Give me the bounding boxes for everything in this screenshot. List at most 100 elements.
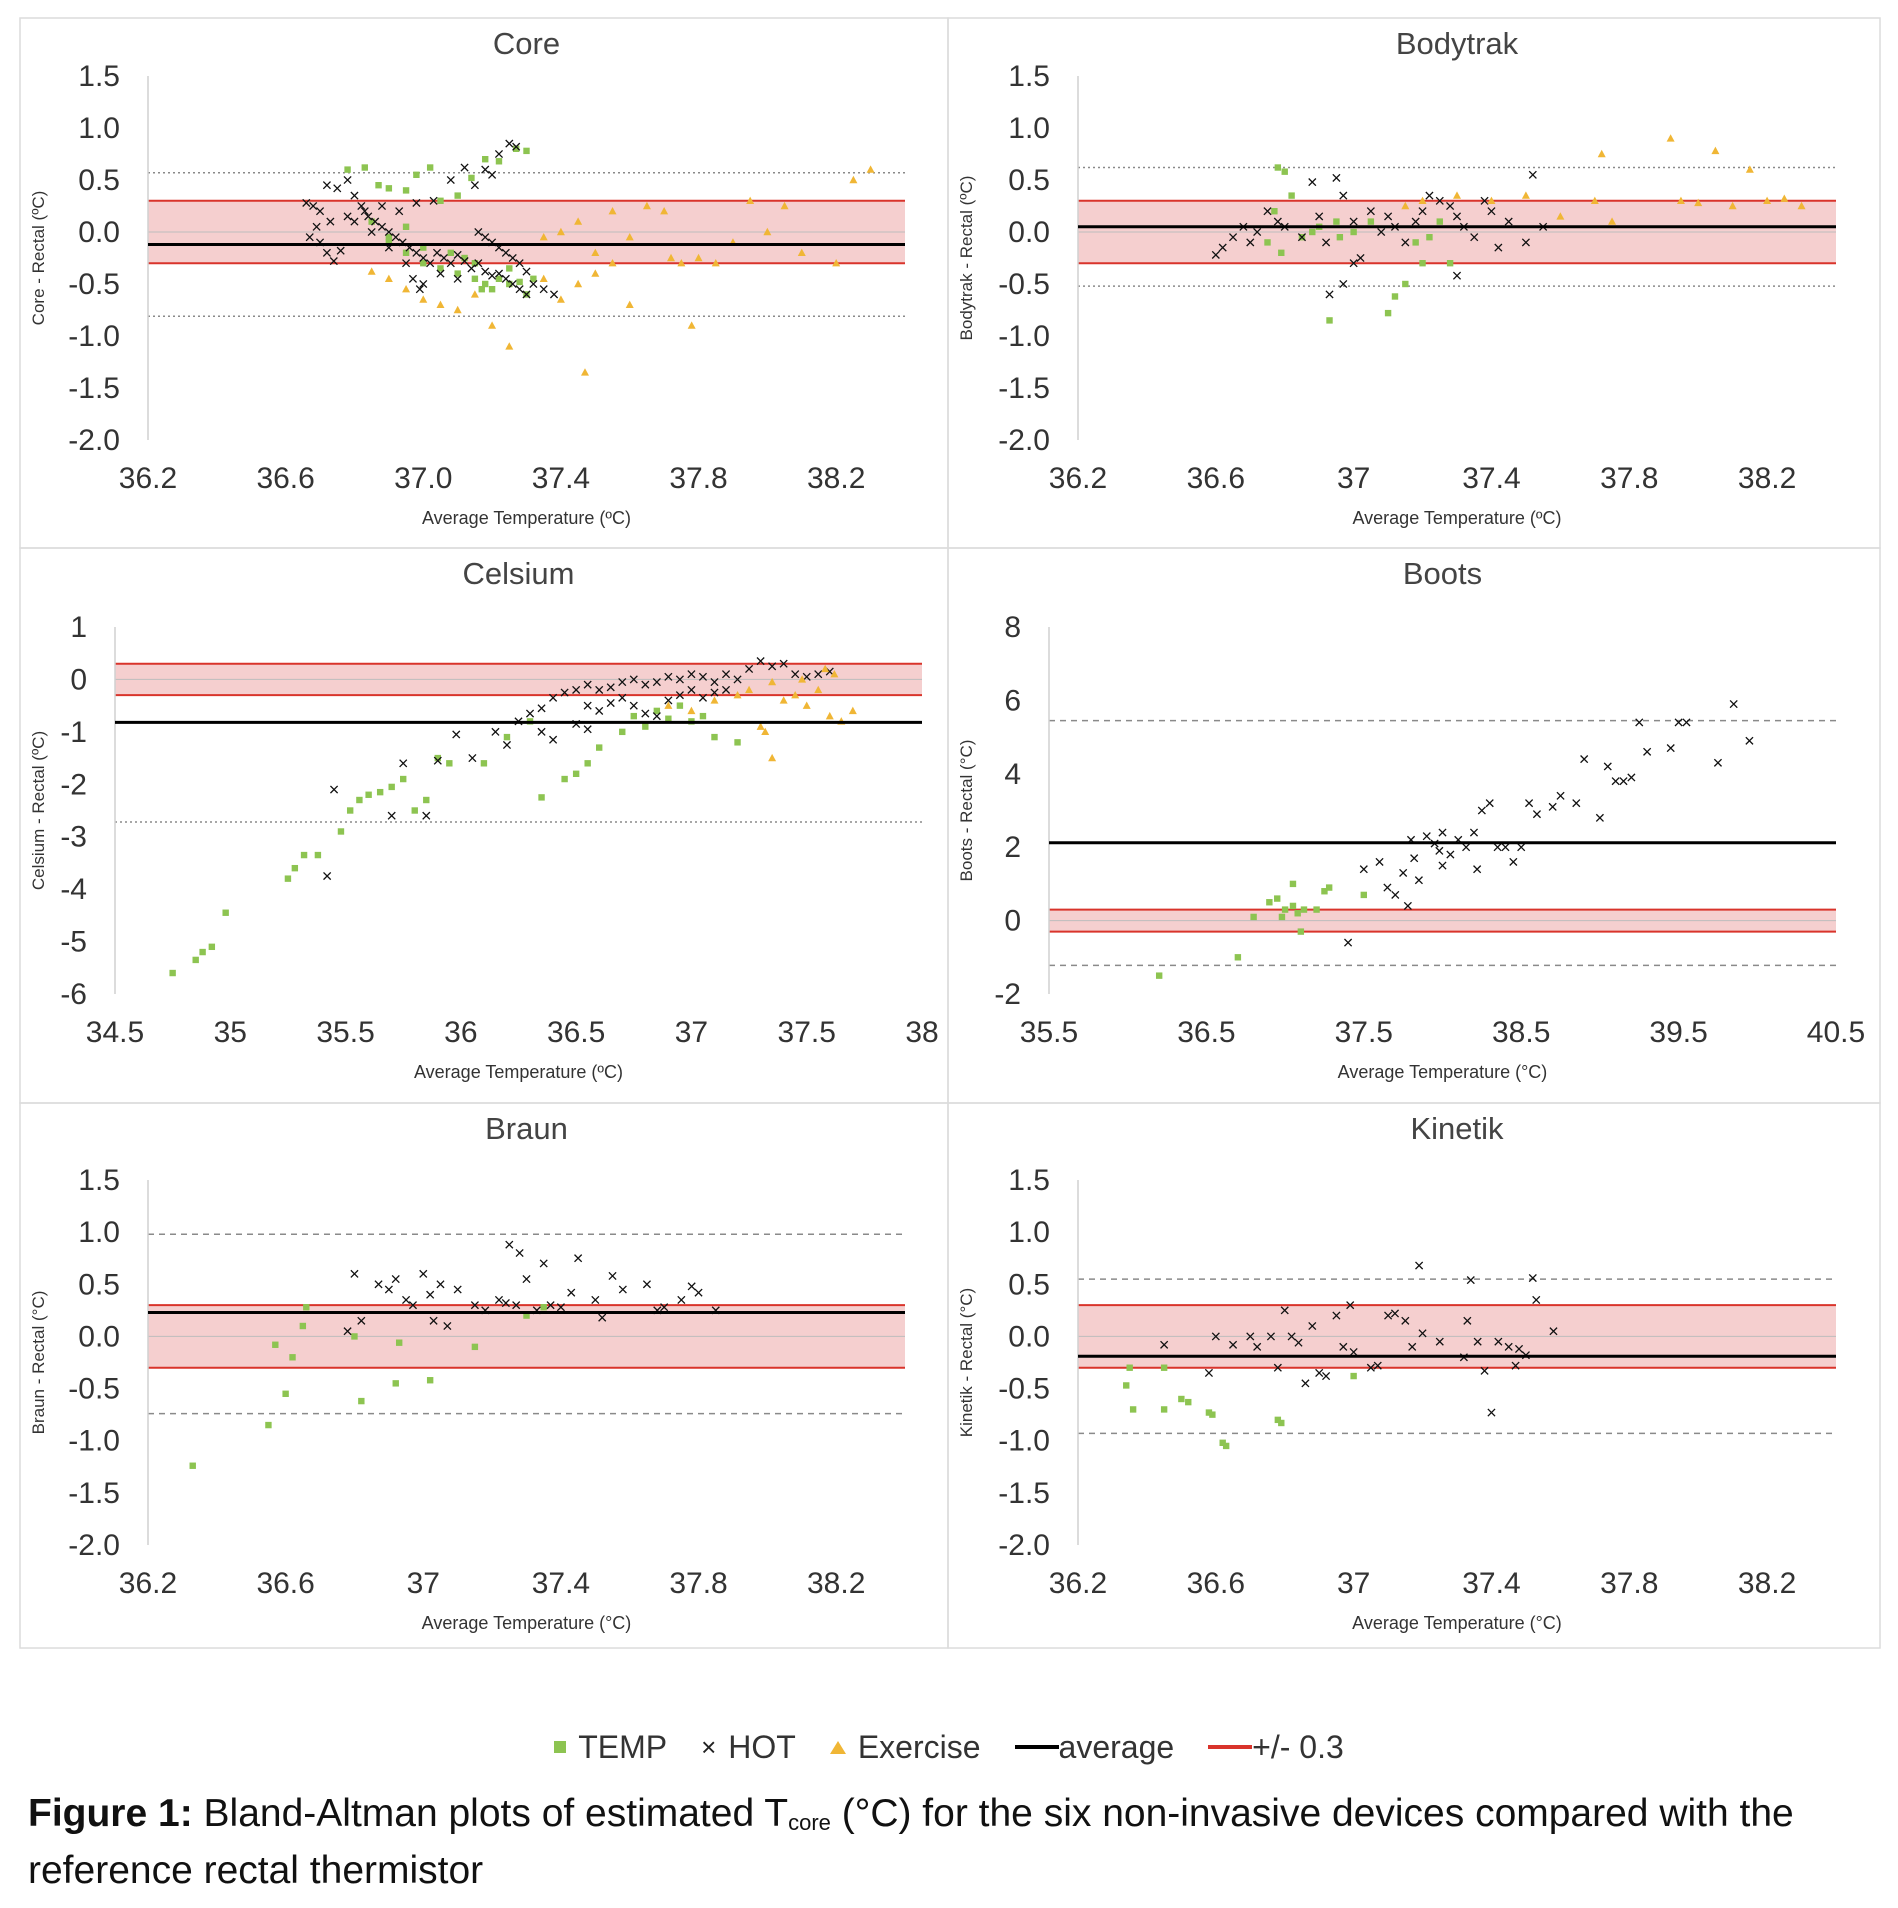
hot-point — [1532, 1295, 1541, 1304]
series-exercise — [1401, 134, 1806, 225]
hot-point — [429, 196, 438, 205]
hot-point — [343, 1327, 352, 1336]
hot-point — [522, 1275, 531, 1284]
y-tick-label: 0.5 — [1008, 1268, 1050, 1301]
temp-point — [351, 1333, 358, 1340]
temp-point — [337, 828, 345, 835]
hot-point — [426, 1290, 435, 1299]
hot-point — [433, 756, 442, 765]
hot-point — [1528, 1273, 1537, 1283]
temp-point — [400, 775, 407, 783]
temp-point — [289, 1354, 296, 1361]
hot-point — [322, 181, 331, 190]
exercise-point — [574, 279, 583, 288]
temp-point — [495, 158, 503, 165]
y-tick-label: -2 — [60, 768, 87, 801]
hot-point — [1349, 259, 1358, 268]
hot-point — [1643, 747, 1652, 756]
hot-point — [1418, 1329, 1427, 1338]
temp-point — [402, 187, 410, 194]
hot-point — [501, 274, 510, 283]
hot-point — [1375, 857, 1384, 866]
exercise-point — [733, 690, 742, 699]
x-axis-label: Average Temperature (°C) — [1338, 1062, 1548, 1082]
exercise-point — [711, 259, 720, 267]
hot-point — [1297, 233, 1307, 242]
temp-point — [437, 197, 444, 204]
hot-point — [1528, 170, 1537, 179]
hot-point — [1408, 1342, 1417, 1351]
exercise-point — [608, 207, 617, 215]
temp-point — [1360, 891, 1367, 899]
hot-point — [395, 207, 404, 216]
x-tick-label: 38.2 — [1738, 462, 1796, 495]
y-axis-label: Core - Rectal (ºC) — [29, 191, 48, 326]
temp-point — [1222, 1442, 1230, 1450]
caption-label: Figure 1: — [28, 1792, 193, 1835]
hot-point — [350, 1269, 359, 1278]
temp-point — [356, 796, 363, 804]
hot-point — [350, 217, 359, 226]
temp-point — [385, 239, 393, 246]
temp-point — [584, 760, 591, 767]
hot-point — [315, 207, 325, 216]
hot-point — [357, 1316, 366, 1325]
y-tick-label: 1.5 — [78, 1164, 120, 1197]
hot-point — [1287, 1332, 1296, 1341]
hot-point — [1339, 279, 1348, 289]
exercise-point — [1797, 201, 1806, 210]
panel-border — [947, 1102, 1881, 1649]
hot-point — [1517, 843, 1526, 852]
temp-point — [1266, 899, 1273, 906]
hot-point — [488, 170, 497, 179]
hot-point — [546, 1301, 555, 1310]
hot-point — [1674, 718, 1683, 727]
exercise-point — [677, 259, 686, 267]
temp-point — [402, 223, 410, 230]
hot-point — [1415, 1261, 1424, 1270]
temp-point — [411, 807, 418, 814]
hot-point — [1493, 843, 1502, 852]
y-tick-label: 0.0 — [1008, 1320, 1050, 1353]
exercise-point — [453, 305, 462, 314]
hot-point — [1446, 201, 1455, 211]
hot-point — [391, 1275, 400, 1284]
hot-point — [1511, 1361, 1520, 1370]
series-exercise — [367, 165, 875, 376]
legend-label-exercise: Exercise — [857, 1728, 981, 1765]
temp-point — [711, 733, 718, 741]
hot-point — [1401, 238, 1410, 247]
y-tick-label: 0.5 — [78, 1268, 120, 1301]
x-tick-label: 36.2 — [1049, 1567, 1107, 1600]
x-tick-label: 35.5 — [316, 1016, 374, 1049]
temp-point — [434, 754, 441, 762]
x-tick-label: 38.2 — [807, 462, 865, 495]
temp-point — [1274, 164, 1282, 171]
series-hot — [343, 1240, 720, 1336]
hot-point — [446, 259, 455, 268]
hot-point — [426, 259, 435, 268]
temp-point — [523, 1312, 530, 1319]
hot-point — [1466, 1276, 1475, 1285]
exercise-point — [1763, 196, 1772, 204]
hot-point — [436, 269, 445, 278]
exercise-point — [1608, 217, 1617, 225]
hot-point — [1487, 1408, 1496, 1417]
temp-point — [642, 723, 649, 730]
hot-point — [1438, 861, 1447, 870]
hot-point — [549, 290, 559, 299]
exercise-point — [1745, 165, 1754, 173]
exercise-point — [768, 753, 777, 762]
temp-point — [189, 1462, 196, 1469]
y-tick-label: -1.5 — [68, 372, 120, 405]
y-tick-label: -1.5 — [998, 1477, 1050, 1510]
exercise-point — [1556, 212, 1565, 220]
temp-point — [192, 956, 199, 964]
hot-point — [745, 664, 754, 674]
temp-point — [282, 1390, 289, 1397]
hot-point — [505, 139, 514, 148]
y-tick-label: 1 — [70, 611, 87, 644]
hot-point — [474, 259, 483, 268]
x-tick-label: 36.2 — [119, 462, 177, 495]
hot-point — [515, 1248, 524, 1258]
